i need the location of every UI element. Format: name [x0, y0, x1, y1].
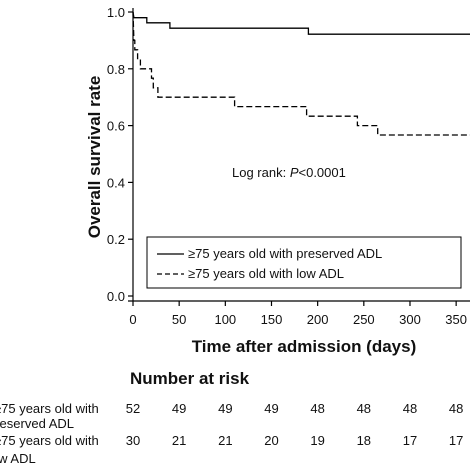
- log-rank-suffix: <0.0001: [299, 165, 346, 180]
- x-tick-label: 100: [214, 312, 236, 327]
- risk-value: 21: [218, 433, 232, 448]
- risk-value: 17: [449, 433, 463, 448]
- risk-value: 48: [310, 401, 324, 416]
- y-tick-label: 1.0: [107, 5, 125, 20]
- log-rank-p: P: [290, 165, 299, 180]
- risk-value: 30: [126, 433, 140, 448]
- series-line-low-adl: [132, 11, 470, 136]
- risk-row-2-values: 30 21 21 20 19 18 17 17: [126, 433, 464, 448]
- risk-value: 49: [218, 401, 232, 416]
- legend-label-low: ≥75 years old with low ADL: [188, 266, 344, 281]
- y-tick-label: 0.4: [107, 175, 125, 190]
- x-tick-label: 150: [261, 312, 283, 327]
- y-tick-label: 0.2: [107, 232, 125, 247]
- y-tick-label: 0.6: [107, 119, 125, 134]
- x-tick-label: 350: [445, 312, 467, 327]
- risk-row-1-label-line1: ≥75 years old with: [0, 401, 99, 416]
- x-tick-labels: 0 50 100 150 200 250 300 350: [129, 312, 467, 327]
- risk-value: 48: [403, 401, 417, 416]
- legend-box: [146, 236, 462, 289]
- log-rank-annotation: Log rank: P<0.0001: [232, 165, 346, 180]
- series-lines: [132, 11, 470, 136]
- risk-value: 48: [449, 401, 463, 416]
- risk-value: 19: [310, 433, 324, 448]
- x-axis-title: Time after admission (days): [192, 337, 417, 356]
- risk-value: 21: [172, 433, 186, 448]
- y-tick-label: 0.8: [107, 62, 125, 77]
- x-axis: [128, 300, 470, 306]
- log-rank-prefix: Log rank:: [232, 165, 290, 180]
- risk-table-title: Number at risk: [130, 369, 250, 388]
- risk-value: 17: [403, 433, 417, 448]
- risk-value: 48: [357, 401, 371, 416]
- legend: ≥75 years old with preserved ADL ≥75 yea…: [146, 236, 462, 289]
- risk-value: 52: [126, 401, 140, 416]
- y-axis: [128, 8, 134, 301]
- risk-row-1-values: 52 49 49 49 48 48 48 48: [126, 401, 464, 416]
- y-tick-labels: 0.0 0.2 0.4 0.6 0.8 1.0: [107, 5, 125, 304]
- y-tick-label: 0.0: [107, 289, 125, 304]
- risk-row-1-label-line2: preserved ADL: [0, 416, 74, 431]
- risk-value: 49: [172, 401, 186, 416]
- risk-value: 20: [264, 433, 278, 448]
- series-line-preserved-adl: [132, 11, 470, 35]
- x-tick-label: 300: [399, 312, 421, 327]
- risk-row-2-label-line2: low ADL: [0, 451, 36, 466]
- legend-label-preserved: ≥75 years old with preserved ADL: [188, 246, 382, 261]
- x-tick-label: 200: [307, 312, 329, 327]
- y-axis-title: Overall survival rate: [85, 76, 104, 239]
- risk-value: 49: [264, 401, 278, 416]
- x-tick-label: 0: [129, 312, 136, 327]
- x-tick-label: 50: [172, 312, 186, 327]
- risk-value: 18: [357, 433, 371, 448]
- x-tick-label: 250: [353, 312, 375, 327]
- risk-row-2-label-line1: ≥75 years old with: [0, 433, 99, 448]
